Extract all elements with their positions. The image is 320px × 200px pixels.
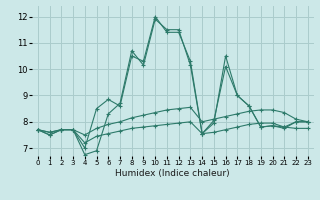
- X-axis label: Humidex (Indice chaleur): Humidex (Indice chaleur): [116, 169, 230, 178]
